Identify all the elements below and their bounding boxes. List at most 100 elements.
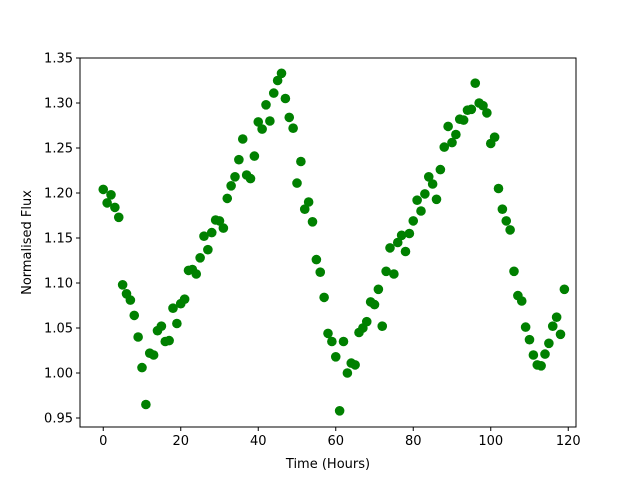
- data-point-68: [361, 316, 372, 327]
- data-point-104: [501, 216, 512, 226]
- data-point-1: [102, 198, 112, 208]
- data-point-47: [280, 93, 291, 104]
- data-point-76: [392, 237, 403, 248]
- y-tick-label-5: 1.20: [44, 187, 73, 202]
- data-point-118: [555, 329, 566, 340]
- data-point-116: [547, 321, 558, 332]
- data-point-32: [222, 193, 233, 204]
- data-point-75: [389, 269, 399, 279]
- data-point-60: [330, 352, 341, 362]
- data-point-78: [400, 246, 411, 257]
- data-point-109: [520, 322, 531, 332]
- y-tick-label-4: 1.15: [44, 232, 73, 247]
- y-tick-label-2: 1.05: [44, 322, 73, 337]
- data-point-70: [369, 299, 380, 310]
- data-point-84: [423, 172, 434, 182]
- data-point-72: [377, 321, 388, 332]
- data-point-54: [307, 217, 318, 227]
- data-point-50: [292, 178, 302, 188]
- data-point-7: [125, 295, 136, 305]
- data-point-44: [268, 88, 279, 98]
- data-point-43: [265, 116, 275, 126]
- plot-frame: [79, 57, 577, 428]
- x-tick-label-5: 100: [478, 434, 503, 449]
- data-point-85: [427, 179, 438, 189]
- data-point-110: [524, 334, 535, 345]
- data-point-9: [133, 332, 143, 342]
- data-point-105: [505, 225, 515, 235]
- y-tick-label-0: 0.95: [44, 412, 73, 427]
- data-point-58: [323, 328, 333, 339]
- data-point-114: [540, 349, 550, 359]
- data-point-26: [199, 231, 209, 241]
- data-point-4: [113, 212, 124, 223]
- data-point-82: [416, 206, 426, 216]
- x-tick-label-2: 40: [250, 434, 267, 449]
- data-point-90: [447, 137, 457, 148]
- data-point-73: [381, 266, 391, 277]
- data-point-15: [156, 321, 167, 332]
- data-point-19: [172, 318, 182, 329]
- y-tick-label-8: 1.35: [44, 52, 73, 67]
- data-point-52: [299, 204, 310, 214]
- data-point-108: [516, 296, 527, 306]
- data-point-42: [261, 100, 271, 110]
- data-point-93: [458, 115, 469, 125]
- data-point-24: [191, 269, 202, 279]
- data-point-53: [303, 197, 314, 207]
- x-axis-ticks: 0 20 40 60 80 100 120: [99, 427, 581, 449]
- x-axis-label: Time (Hours): [285, 457, 370, 472]
- data-point-113: [536, 361, 546, 371]
- y-tick-label-6: 1.25: [44, 142, 73, 157]
- data-point-62: [338, 336, 349, 347]
- data-point-87: [435, 164, 446, 175]
- data-point-31: [218, 223, 229, 233]
- data-point-96: [470, 78, 481, 88]
- data-point-63: [342, 368, 353, 378]
- data-point-48: [284, 112, 295, 123]
- data-point-59: [327, 336, 337, 347]
- data-point-41: [257, 124, 267, 134]
- data-point-36: [237, 134, 248, 144]
- data-point-11: [141, 399, 151, 410]
- data-point-45: [272, 75, 283, 86]
- x-tick-label-6: 120: [556, 434, 581, 449]
- x-tick-label-3: 60: [327, 434, 344, 449]
- x-tick-label-4: 80: [405, 434, 422, 449]
- data-point-106: [509, 266, 519, 277]
- data-point-95: [466, 104, 477, 115]
- data-point-38: [245, 173, 256, 184]
- y-tick-label-3: 1.10: [44, 277, 73, 292]
- data-point-88: [439, 142, 450, 152]
- data-point-65: [350, 360, 360, 370]
- data-point-71: [373, 284, 384, 295]
- data-point-3: [110, 202, 120, 213]
- data-point-0: [98, 184, 109, 195]
- data-point-61: [334, 406, 345, 416]
- x-tick-label-0: 0: [99, 434, 107, 449]
- data-point-55: [311, 254, 322, 265]
- data-point-57: [319, 292, 329, 303]
- data-point-117: [551, 312, 562, 323]
- data-point-27: [203, 244, 213, 255]
- data-point-28: [206, 227, 217, 238]
- data-point-17: [164, 335, 174, 346]
- x-tick-label-1: 20: [172, 434, 189, 449]
- data-point-111: [528, 350, 539, 360]
- data-point-18: [168, 303, 178, 314]
- data-point-79: [404, 228, 415, 239]
- data-point-33: [226, 181, 236, 191]
- data-point-98: [478, 100, 488, 111]
- data-point-49: [288, 123, 298, 133]
- data-point-2: [106, 190, 116, 200]
- data-point-30: [214, 216, 225, 226]
- data-point-83: [420, 189, 430, 199]
- data-point-119: [559, 284, 570, 295]
- data-point-101: [489, 132, 500, 142]
- data-point-102: [493, 183, 504, 194]
- data-point-34: [230, 172, 240, 182]
- data-point-89: [443, 121, 453, 132]
- data-point-103: [497, 204, 508, 214]
